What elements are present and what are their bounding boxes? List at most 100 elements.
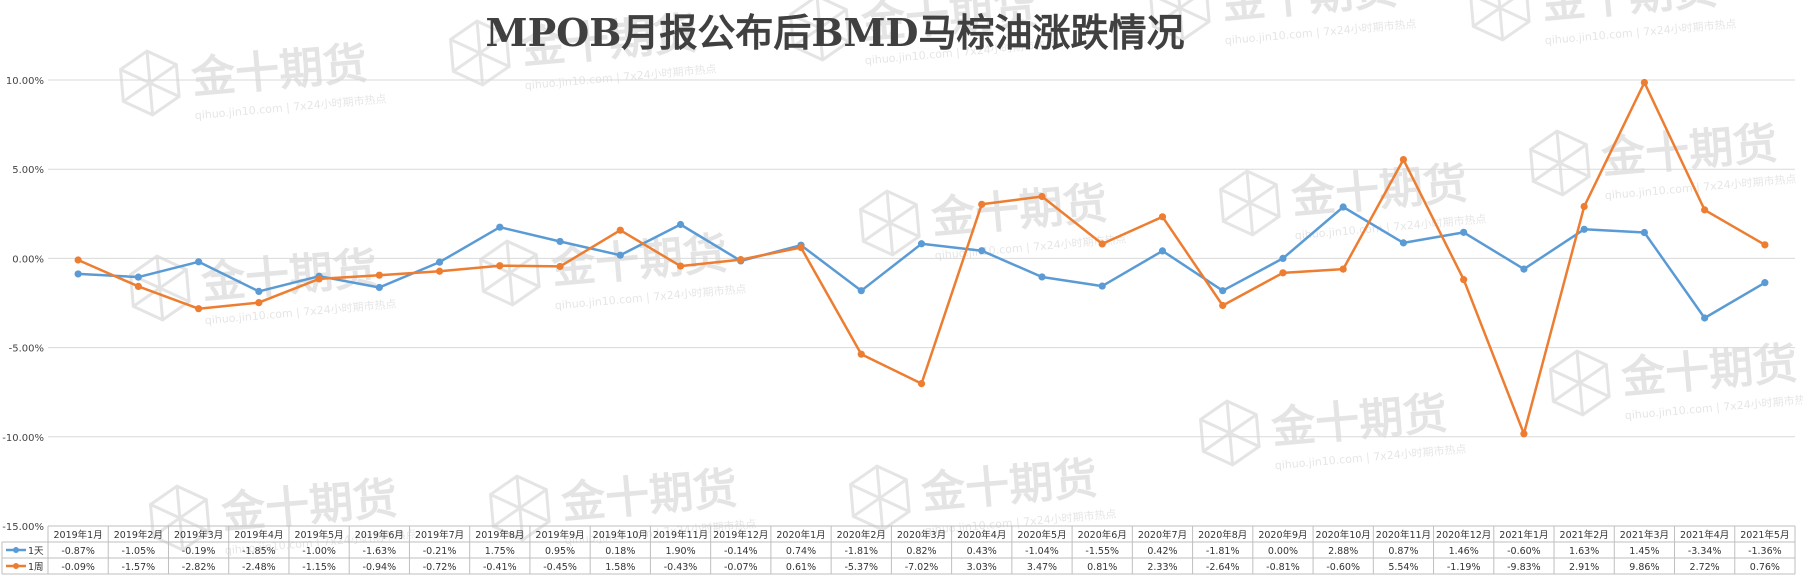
data-label: -0.41%	[483, 562, 517, 573]
data-label: -3.34%	[1688, 546, 1722, 557]
data-point	[1640, 78, 1648, 87]
watermark-mark-icon	[478, 239, 541, 307]
x-tick-label: 2019年7月	[415, 529, 464, 541]
data-label: 0.81%	[1087, 562, 1117, 573]
x-tick-label: 2020年5月	[1017, 529, 1066, 541]
data-point	[1279, 269, 1287, 277]
watermark-mark-icon	[1528, 129, 1591, 197]
x-tick-label: 2019年9月	[535, 529, 584, 541]
x-tick-label: 2019年8月	[475, 529, 524, 541]
data-label: -0.07%	[724, 562, 758, 573]
y-tick-label: -5.00%	[9, 344, 44, 355]
data-label: 0.61%	[786, 562, 816, 573]
data-point	[1038, 192, 1046, 201]
data-label: 0.76%	[1750, 562, 1780, 573]
data-label: -0.87%	[61, 546, 95, 557]
data-label: 2.33%	[1147, 562, 1177, 573]
data-table: 2019年1月 2019年2月 2019年3月 2019年4月 2019年5月 2019年…	[1, 525, 1796, 575]
data-label: -0.19%	[182, 546, 216, 557]
y-tick-label: -10.00%	[2, 433, 44, 444]
data-label: -0.81%	[1266, 562, 1300, 573]
watermark-mark-icon	[148, 484, 211, 552]
data-point	[556, 262, 564, 271]
data-point	[737, 256, 745, 264]
data-point	[1761, 241, 1769, 249]
x-tick-label: 2019年12月	[713, 529, 768, 541]
data-label: -1.85%	[242, 546, 276, 557]
watermark-text: 金十期货	[1288, 158, 1469, 224]
data-point	[616, 226, 624, 234]
x-tick-label: 2021年1月	[1499, 529, 1548, 541]
watermark-text: 金十期货	[918, 453, 1099, 519]
watermark-text: 金十期货	[928, 178, 1109, 244]
x-tick-label: 2019年11月	[653, 529, 708, 541]
data-point	[1158, 247, 1167, 255]
data-label: -2.48%	[242, 562, 276, 573]
data-point	[435, 258, 444, 266]
data-label: -1.57%	[122, 562, 156, 573]
data-point	[134, 273, 142, 281]
data-point	[978, 247, 986, 255]
data-point	[1098, 240, 1106, 248]
x-tick-label: 2019年10月	[593, 529, 648, 541]
data-point	[134, 282, 142, 291]
data-label: 3.03%	[967, 562, 997, 573]
data-point	[1339, 265, 1347, 273]
watermark-mark-icon	[788, 0, 851, 62]
data-label: -1.81%	[844, 546, 878, 557]
x-tick-label: 2021年2月	[1560, 529, 1609, 541]
data-label: 5.54%	[1388, 562, 1418, 573]
data-point	[496, 262, 504, 270]
data-point	[435, 267, 444, 275]
data-label: 0.18%	[605, 546, 635, 557]
data-label: -9.83%	[1507, 562, 1541, 573]
data-point	[1580, 225, 1588, 233]
y-tick-label: -15.00%	[2, 522, 44, 533]
data-label: -0.21%	[423, 546, 457, 557]
data-point	[496, 223, 504, 231]
data-point	[1098, 282, 1106, 290]
data-point	[255, 287, 263, 296]
data-label: -0.14%	[724, 546, 758, 557]
data-label: 0.00%	[1268, 546, 1298, 557]
data-point	[1399, 239, 1408, 247]
x-tick-label: 2019年5月	[294, 529, 343, 541]
data-point	[1279, 254, 1287, 262]
data-point	[1399, 155, 1408, 164]
data-point	[375, 283, 383, 292]
data-label: 1.58%	[605, 562, 635, 573]
data-point	[1761, 279, 1769, 287]
data-point	[1701, 314, 1709, 322]
data-label: 0.95%	[545, 546, 575, 557]
data-label: -1.00%	[302, 546, 336, 557]
data-point	[1038, 273, 1046, 281]
data-label: -0.45%	[543, 562, 577, 573]
watermark-mark-icon	[1198, 399, 1261, 467]
data-label: -1.04%	[1025, 546, 1059, 557]
data-label: 2.88%	[1328, 546, 1358, 557]
data-label: -1.55%	[1085, 546, 1119, 557]
data-label: 1.45%	[1629, 546, 1659, 557]
data-point	[375, 271, 383, 279]
data-label: 2.91%	[1569, 562, 1599, 573]
x-tick-label: 2019年3月	[174, 529, 223, 541]
x-tick-label: 2020年2月	[837, 529, 886, 541]
x-tick-label: 2020年3月	[897, 529, 946, 541]
data-point	[1520, 430, 1528, 438]
data-point	[1219, 287, 1227, 295]
series-layer	[74, 78, 1769, 438]
x-tick-label: 2019年2月	[114, 529, 163, 541]
data-label: -2.64%	[1206, 562, 1240, 573]
x-tick-label: 2020年8月	[1198, 529, 1247, 541]
data-label: -1.15%	[302, 562, 336, 573]
watermark-mark-icon	[128, 254, 191, 322]
watermark-mark-icon	[858, 189, 921, 257]
legend-label: 1周	[28, 562, 44, 573]
data-label: 0.43%	[967, 546, 997, 557]
data-point	[1158, 213, 1167, 221]
